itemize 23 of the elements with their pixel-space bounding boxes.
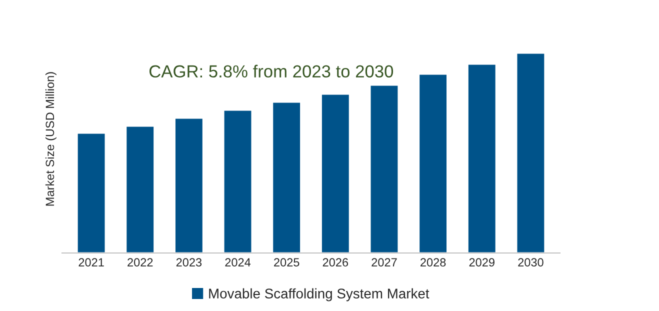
x-tick-label: 2030 xyxy=(518,258,544,267)
x-tick-label: 2024 xyxy=(225,258,251,267)
bar xyxy=(272,101,302,253)
x-tick-label: 2021 xyxy=(78,258,104,267)
x-tick-label: 2026 xyxy=(322,258,348,267)
bar xyxy=(76,132,106,253)
x-tick-label: 2025 xyxy=(274,258,300,267)
bar xyxy=(516,52,546,253)
y-axis-title: Market Size (USD Million) xyxy=(45,72,56,206)
x-tick-label: 2028 xyxy=(420,258,446,267)
bar xyxy=(467,63,497,253)
bar xyxy=(125,125,155,253)
x-tick-label: 2027 xyxy=(372,258,397,267)
x-tick-label: 2023 xyxy=(176,258,202,267)
bar xyxy=(418,73,448,253)
legend-label: Movable Scaffolding System Market xyxy=(209,288,430,302)
x-tick-label: 2022 xyxy=(128,258,153,267)
bar xyxy=(222,109,253,253)
x-tick-label: 2029 xyxy=(469,258,494,267)
bar xyxy=(320,93,350,253)
bar xyxy=(369,84,400,253)
annotation: CAGR: 5.8% from 2023 to 2030 xyxy=(149,64,394,78)
bar xyxy=(174,117,204,253)
